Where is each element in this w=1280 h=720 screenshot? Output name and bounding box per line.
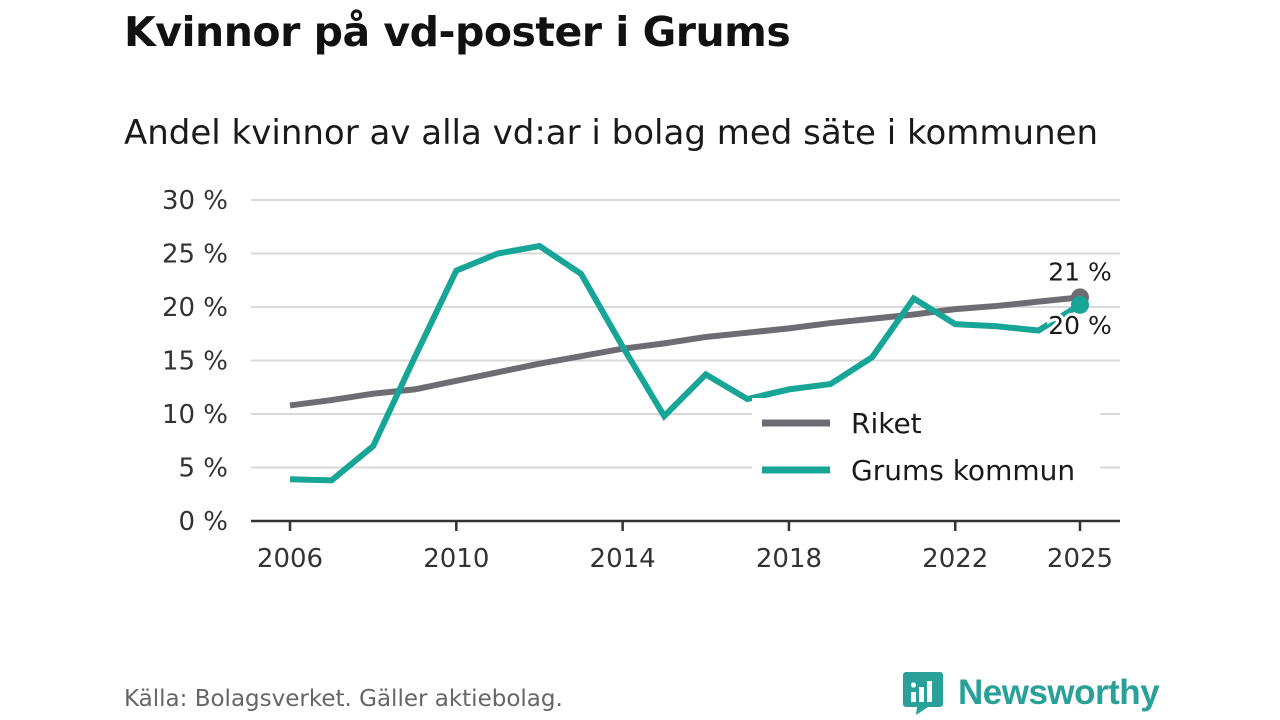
end-label-grums: 20 % <box>1048 311 1112 340</box>
y-tick-label: 30 % <box>162 186 228 216</box>
legend-label-grums: Grums kommun <box>851 454 1075 487</box>
y-tick-label: 20 % <box>162 293 228 323</box>
x-tick-label: 2014 <box>590 544 656 574</box>
source-note: Källa: Bolagsverket. Gäller aktiebolag. <box>124 686 563 712</box>
x-tick-label: 2018 <box>756 544 822 574</box>
series-line-riket <box>289 294 1081 409</box>
brand-name: Newsworthy <box>958 673 1160 712</box>
chart-subtitle: Andel kvinnor av alla vd:ar i bolag med … <box>124 113 1099 153</box>
series-line-grums <box>289 242 1082 484</box>
legend-label-riket: Riket <box>851 407 922 440</box>
legend-background <box>752 398 1100 500</box>
newsworthy-logo-icon <box>903 672 943 715</box>
x-tick-label: 2025 <box>1047 544 1113 574</box>
y-tick-label: 15 % <box>162 347 228 377</box>
y-tick-label: 5 % <box>178 454 228 484</box>
x-tick-label: 2010 <box>423 544 489 574</box>
x-tick-label: 2006 <box>257 544 323 574</box>
end-label-riket: 21 % <box>1048 257 1112 286</box>
chart-title: Kvinnor på vd-poster i Grums <box>124 8 791 56</box>
y-tick-label: 0 % <box>178 507 228 537</box>
x-tick-label: 2022 <box>922 544 988 574</box>
y-tick-label: 10 % <box>162 400 228 430</box>
y-tick-label: 25 % <box>162 240 228 270</box>
brand-logo: Newsworthy <box>902 670 1160 716</box>
end-marker-grums <box>1071 295 1089 314</box>
